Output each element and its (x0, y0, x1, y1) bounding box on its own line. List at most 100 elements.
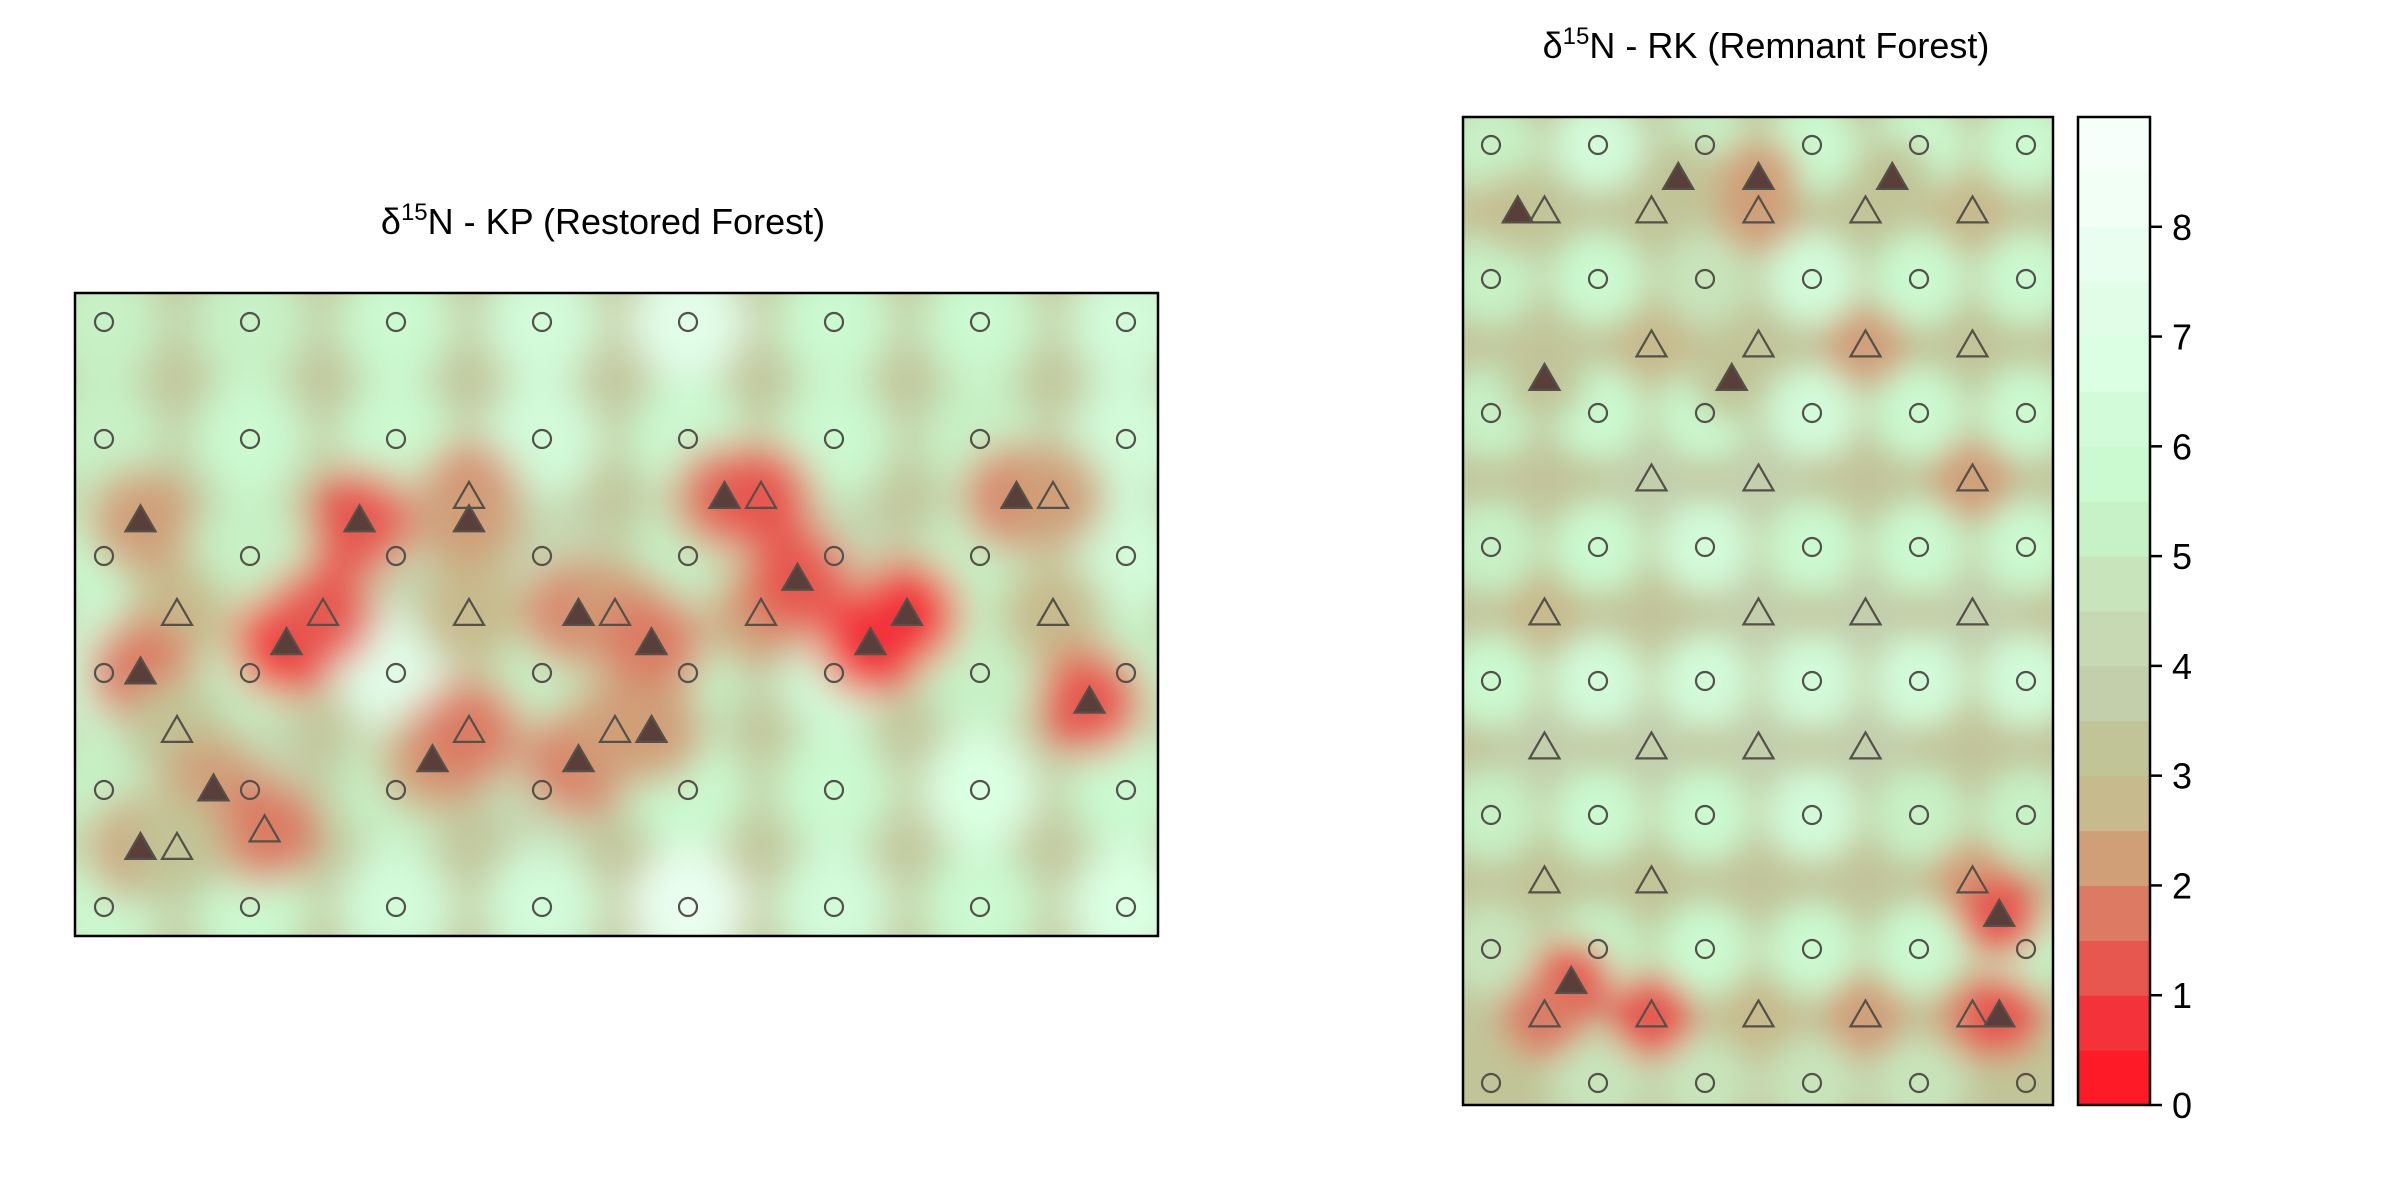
triangle-filled-marker (415, 742, 450, 773)
circle-marker (2015, 938, 2037, 960)
heat-blob (188, 377, 312, 501)
circle-marker (531, 311, 553, 333)
heat-blob (772, 728, 896, 852)
triangle-open-marker (1848, 596, 1883, 626)
circle-marker (2015, 402, 2037, 424)
circle-marker (1908, 1072, 1930, 1094)
heat-blob (1503, 707, 1586, 789)
colorbar-band (2078, 391, 2150, 447)
circle-marker (93, 662, 115, 684)
circle-marker (1801, 268, 1823, 290)
circle-marker (1480, 804, 1502, 826)
triangle-open-marker (744, 596, 778, 626)
heat-blob (1550, 499, 1646, 595)
triangle-filled-marker (1661, 160, 1696, 190)
circle-marker (239, 779, 261, 801)
heat-blob (1503, 573, 1586, 655)
rk-title-delta: δ (1543, 25, 1563, 66)
heat-blob (1503, 975, 1586, 1057)
circle-marker (1694, 1072, 1716, 1094)
heat-blob (1717, 707, 1800, 789)
colorbar-tick-label: 4 (2172, 646, 2192, 687)
circle-marker (2015, 670, 2037, 692)
circle-marker (1694, 938, 1716, 960)
heat-blob (1871, 767, 1967, 863)
triangle-filled-marker (1875, 160, 1910, 190)
circle-marker (1694, 402, 1716, 424)
triangle-open-marker (1634, 462, 1669, 492)
colorbar-band (2078, 501, 2150, 557)
heat-blob (1824, 305, 1907, 387)
triangle-open-marker (1848, 194, 1883, 224)
colorbar-band (2078, 1050, 2150, 1106)
circle-marker (1694, 536, 1716, 558)
triangle-filled-marker (1072, 684, 1107, 714)
triangle-filled-marker (1982, 897, 2017, 927)
heat-blob (1871, 365, 1967, 461)
heat-blob (1550, 767, 1646, 863)
heat-blob (75, 293, 166, 384)
circle-marker (823, 662, 845, 684)
heat-blob (1657, 499, 1753, 595)
heat-blob (1717, 439, 1800, 521)
triangle-open-marker (1955, 328, 1990, 358)
triangle-filled-marker (123, 503, 158, 533)
heat-blob (1978, 365, 2053, 461)
triangle-open-marker (598, 713, 632, 743)
circle-marker (93, 311, 115, 333)
circle-marker (969, 779, 991, 801)
heat-blob (1000, 444, 1106, 551)
heat-blob (124, 795, 230, 902)
circle-marker (239, 311, 261, 333)
heat-blob (1871, 901, 1967, 997)
circle-marker (1115, 779, 1137, 801)
heat-blob (1064, 293, 1158, 384)
circle-marker (1587, 268, 1609, 290)
heat-blob (270, 561, 376, 668)
kp-title: δ15N - KP (Restored Forest) (381, 199, 825, 242)
heat-blob (1610, 841, 1693, 923)
circle-marker (1694, 670, 1716, 692)
triangle-open-marker (160, 596, 194, 626)
circle-marker (1694, 134, 1716, 156)
triangle-open-marker (1036, 479, 1070, 509)
triangle-open-marker (306, 596, 340, 626)
circle-marker (677, 428, 699, 450)
kp-heat-layer (75, 293, 1158, 936)
triangle-open-marker (1036, 596, 1070, 626)
triangle-open-marker (1848, 328, 1883, 358)
heat-blob (1717, 305, 1800, 387)
colorbar-band (2078, 556, 2150, 612)
heat-blob (1824, 975, 1907, 1057)
triangle-filled-marker (1500, 194, 1535, 224)
heat-blob (626, 845, 750, 936)
heat-blob (1764, 231, 1860, 327)
circle-marker (677, 311, 699, 333)
circle-marker (969, 545, 991, 567)
circle-marker (1480, 268, 1502, 290)
colorbar-tick-label: 8 (2172, 207, 2192, 248)
circle-marker (1908, 670, 1930, 692)
triangle-filled-marker (780, 561, 815, 591)
kp-plot-frame (73, 291, 1160, 938)
colorbar-band (2078, 665, 2150, 722)
circle-marker (1801, 1072, 1823, 1094)
triangle-open-marker (1634, 864, 1669, 894)
kp-panel: δ15N - KP (Restored Forest) (73, 199, 1160, 938)
heat-blob (1931, 439, 2014, 521)
colorbar-tick-label: 7 (2172, 317, 2192, 358)
heat-blob (1764, 1035, 1860, 1105)
rk-heat-layer (1463, 117, 2053, 1105)
heat-blob (211, 778, 318, 884)
circle-marker (93, 896, 115, 918)
heat-blob (1610, 707, 1693, 789)
triangle-open-marker (160, 713, 194, 743)
heat-blob (1657, 231, 1753, 327)
circle-marker (1115, 662, 1137, 684)
circle-marker (385, 662, 407, 684)
heat-blob (1824, 573, 1907, 655)
circle-marker (1115, 896, 1137, 918)
triangle-open-marker (1848, 998, 1883, 1028)
heat-blob (1978, 767, 2053, 863)
circle-marker (1480, 536, 1502, 558)
